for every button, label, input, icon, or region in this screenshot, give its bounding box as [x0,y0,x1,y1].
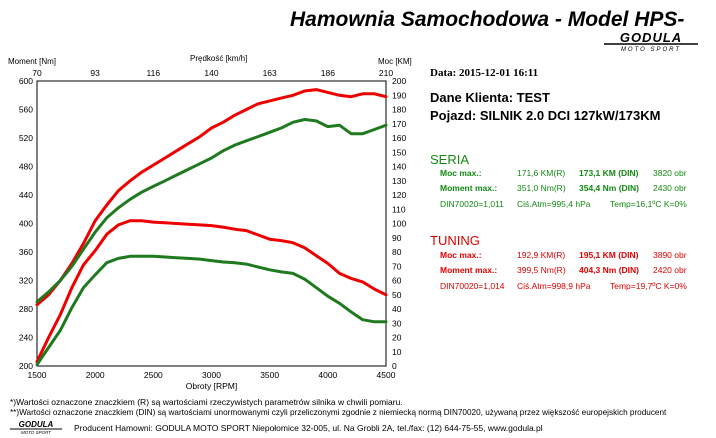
svg-text:GODULA: GODULA [620,30,682,45]
tuning-power-rpm: 3890 obr [653,250,687,260]
rpm-tick-label: 3000 [202,370,221,380]
torque-tick-label: 320 [19,276,33,286]
tuning-torque-rpm: 2420 obr [653,265,687,275]
rpm-tick-label: 1500 [28,370,47,380]
svg-text:MOTO SPORT: MOTO SPORT [621,47,681,52]
power-tick-label: 140 [392,162,406,172]
power-tick-label: 190 [392,90,406,100]
svg-text:GODULA: GODULA [19,420,54,429]
tuning-din-code: DIN70020=1,014 [440,281,505,291]
rpm-tick-label: 3500 [260,370,279,380]
seria-torque-r: 351,0 Nm(R) [517,183,566,193]
speed-tick-label: 116 [147,68,161,78]
seria-pressure: Ciś.Atm=995,4 hPa [517,199,591,209]
seria-power-din: 173,1 KM (DIN) [579,168,639,178]
torque-tick-label: 440 [19,190,33,200]
speed-tick-label: 140 [204,68,218,78]
rpm-tick-label: 2500 [144,370,163,380]
power-tick-label: 160 [392,133,406,143]
tuning-heading: TUNING [430,233,480,248]
godula-logo: GODULA MOTO SPORT [596,30,706,52]
footnote-din: **)Wartości oznaczone znaczkiem (DIN) są… [10,408,667,417]
speed-axis-title: Prędkość [km/h] [190,54,248,63]
torque-tick-label: 200 [19,361,33,371]
power-axis-title: Moc [KM] [378,57,412,66]
chart-labels: 200 240 280 320 360 400 440 480 520 560 600 0 10 20 30… [19,68,407,391]
producer-info: Producent Hamowni: GODULA MOTO SPORT Nie… [74,423,543,433]
power-tick-label: 20 [392,333,402,343]
rpm-tick-label: 4500 [377,370,396,380]
power-tick-label: 70 [392,261,402,271]
footnote-r: *)Wartości oznaczone znaczkiem (R) są wa… [10,397,403,407]
rpm-axis-title: Obroty [RPM] [186,381,237,391]
tuning-pressure: Ciś.Atm=998,9 hPa [517,281,591,291]
rpm-tick-label: 4000 [318,370,337,380]
power-tick-label: 90 [392,233,402,243]
svg-text:MOTO SPORT: MOTO SPORT [21,430,52,435]
seria-power-label: Moc max.: [440,168,482,178]
seria-torque-rpm: 2430 obr [653,183,687,193]
torque-tick-label: 480 [19,162,33,172]
torque-tick-label: 240 [19,333,33,343]
chart-series [35,88,388,367]
power-tick-label: 80 [392,247,402,257]
torque-tick-label: 400 [19,219,33,229]
tuning-torque-line [35,219,388,364]
power-tick-label: 50 [392,290,402,300]
power-tick-label: 30 [392,318,402,328]
torque-axis-title: Moment [Nm] [8,57,57,66]
godula-logo-small: GODULA MOTO SPORT [6,419,66,435]
power-tick-label: 170 [392,119,406,129]
torque-tick-label: 560 [19,105,33,115]
power-tick-label: 150 [392,147,406,157]
tuning-temp: Temp=19,7ºC K=0% [610,281,687,291]
seria-heading: SERIA [430,152,470,167]
speed-tick-label: 210 [379,68,393,78]
tuning-power-label: Moc max.: [440,250,482,260]
power-tick-label: 180 [392,105,406,115]
seria-torque-label: Moment max.: [440,183,498,193]
vehicle-info: Pojazd: SILNIK 2.0 DCI 127kW/173KM [430,108,661,123]
tuning-power-din: 195,1 KM (DIN) [579,250,639,260]
power-tick-label: 200 [392,76,406,86]
test-date: Data: 2015-12-01 16:11 [430,67,539,79]
chart-axes [36,80,387,367]
seria-power-line [35,118,388,304]
tuning-torque-r: 399,5 Nm(R) [517,265,566,275]
speed-tick-label: 93 [90,68,100,78]
torque-tick-label: 600 [19,76,33,86]
page-title: Hamownia Samochodowa - Model HPS- [290,8,685,31]
speed-tick-label: 70 [32,68,42,78]
seria-temp: Temp=16,1ºC K=0% [610,199,687,209]
power-tick-label: 0 [392,361,397,371]
torque-tick-label: 280 [19,304,33,314]
seria-torque-din: 354,4 Nm (DIN) [579,183,639,193]
seria-din-code: DIN70020=1,011 [440,199,504,209]
tuning-torque-label: Moment max.: [440,265,498,275]
power-tick-label: 10 [392,347,402,357]
power-tick-label: 60 [392,276,402,286]
speed-tick-label: 186 [321,68,335,78]
tuning-torque-din: 404,3 Nm (DIN) [579,265,639,275]
seria-power-r: 171,6 KM(R) [517,168,566,178]
rpm-tick-label: 2000 [86,370,105,380]
plot-frame [36,80,387,367]
power-tick-label: 40 [392,304,402,314]
tuning-power-r: 192,9 KM(R) [517,250,566,260]
client-name: Dane Klienta: TEST [430,90,550,105]
torque-tick-label: 520 [19,133,33,143]
speed-tick-label: 163 [263,68,277,78]
seria-power-rpm: 3820 obr [653,168,687,178]
torque-tick-label: 360 [19,247,33,257]
seria-torque-line [35,254,388,367]
power-tick-label: 120 [392,190,406,200]
tuning-power-line [35,88,388,307]
power-tick-label: 110 [392,204,406,214]
power-tick-label: 130 [392,176,406,186]
power-tick-label: 100 [392,219,406,229]
